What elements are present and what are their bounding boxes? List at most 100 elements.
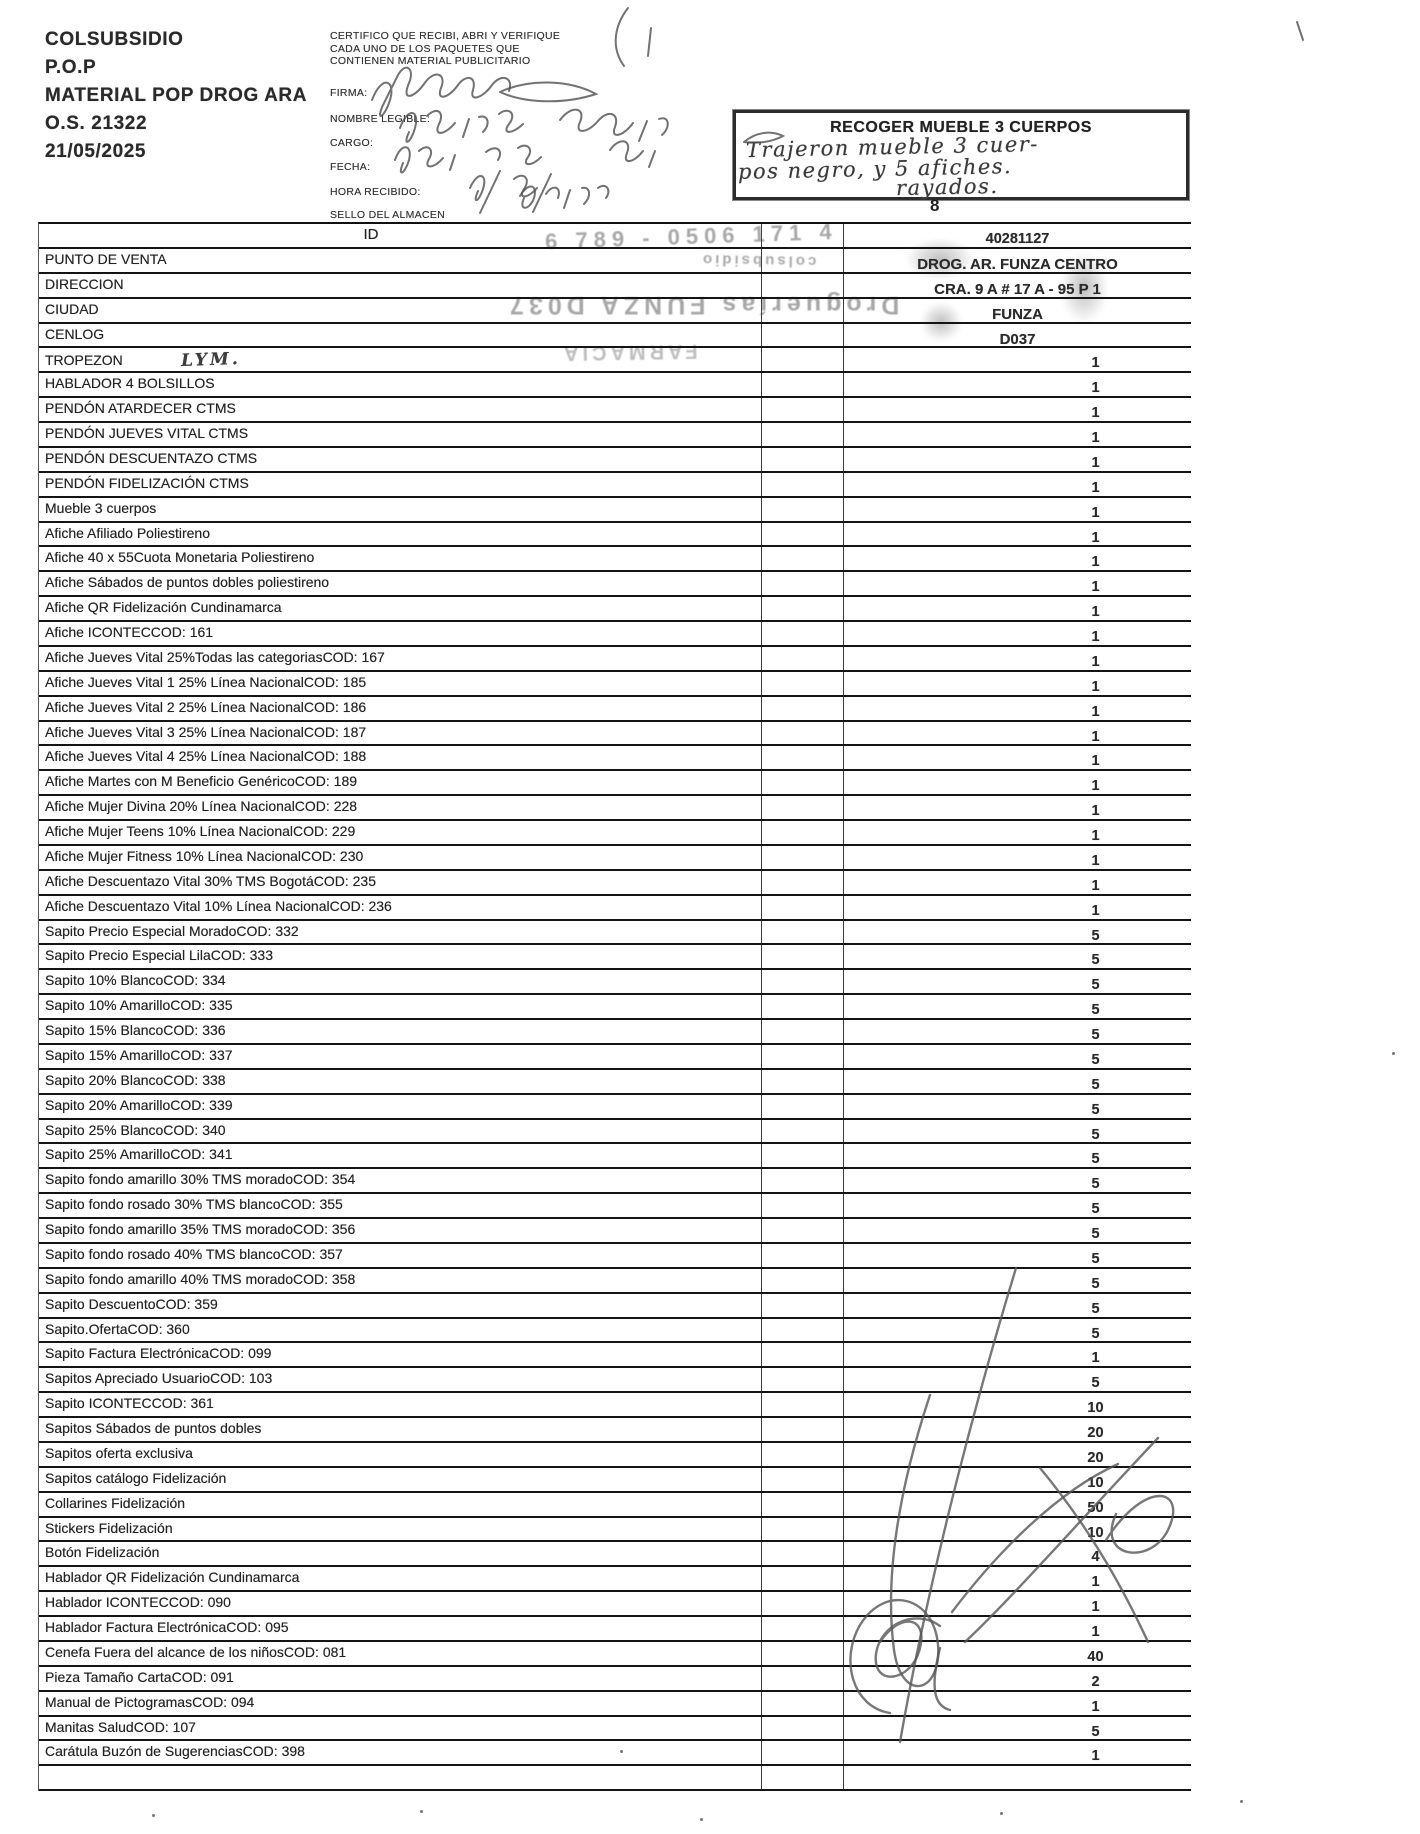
- handwriting-scribble: [1296, 21, 1304, 41]
- table-row: Sapito Precio Especial MoradoCOD: 332 5: [39, 920, 1191, 946]
- item-label: DIRECCION: [45, 275, 124, 292]
- item-quantity: 5: [1091, 1275, 1100, 1292]
- middle-column-cell: [761, 721, 844, 745]
- item-label: Botón Fidelización: [45, 1544, 160, 1561]
- item-label: Sapitos oferta exclusiva: [45, 1444, 193, 1461]
- middle-column-cell: [761, 1268, 844, 1292]
- item-label: Sapito fondo amarillo 35% TMS moradoCOD:…: [45, 1221, 356, 1237]
- middle-column-cell: [761, 1492, 844, 1516]
- middle-column-cell: [761, 1094, 844, 1118]
- item-quantity: 1: [1091, 355, 1100, 372]
- table-row: PENDÓN FIDELIZACIÓN CTMS 1: [39, 472, 1191, 498]
- middle-column-cell: [761, 870, 844, 894]
- table-row: Stickers Fidelización 10: [39, 1517, 1191, 1543]
- table-row: Afiche 40 x 55Cuota Monetaria Poliestire…: [39, 547, 1191, 573]
- middle-column-cell: [761, 472, 844, 496]
- fecha-label: FECHA:: [330, 161, 371, 173]
- table-row: TROPEZON LYM. 1: [39, 348, 1191, 374]
- item-quantity: 5: [1091, 1226, 1100, 1242]
- item-label: Afiche Martes con M Beneficio GenéricoCO…: [45, 773, 358, 790]
- table-row: Sapito fondo amarillo 40% TMS moradoCOD:…: [39, 1268, 1191, 1294]
- item-quantity: 5: [1091, 1250, 1100, 1267]
- item-quantity: 5: [1091, 1176, 1100, 1193]
- item-label: Sapito 20% BlancoCOD: 338: [45, 1071, 226, 1088]
- item-quantity: 1: [1091, 504, 1100, 521]
- item-quantity: 1: [1091, 405, 1100, 422]
- table-row: Sapito fondo rosado 40% TMS blancoCOD: 3…: [39, 1243, 1191, 1269]
- middle-column-cell: [761, 1243, 844, 1267]
- item-quantity: 1: [1091, 1350, 1100, 1367]
- item-label: Cenefa Fuera del alcance de los niñosCOD…: [45, 1643, 347, 1660]
- item-quantity: 5: [1091, 1002, 1100, 1019]
- middle-column-cell: [761, 696, 844, 720]
- item-quantity: 1: [1091, 1574, 1100, 1591]
- item-quantity: 1: [1091, 852, 1100, 869]
- item-label: Sapito fondo amarillo 40% TMS moradoCOD:…: [45, 1270, 356, 1287]
- middle-column-cell: [761, 1293, 844, 1317]
- item-quantity: 1: [1091, 653, 1100, 670]
- item-label: PENDÓN JUEVES VITAL CTMS: [45, 425, 249, 441]
- scan-speck: [420, 1810, 423, 1813]
- middle-column-cell: [761, 646, 844, 670]
- table-row: DIRECCION CRA. 9 A # 17 A - 95 P 1: [39, 273, 1191, 299]
- company-name: COLSUBSIDIO: [45, 29, 184, 50]
- middle-column-cell: [761, 1169, 844, 1193]
- table-row: Collarines Fidelización 50: [39, 1492, 1191, 1518]
- table-row: PENDÓN DESCUENTAZO CTMS 1: [39, 447, 1191, 473]
- item-label: ID: [363, 226, 379, 243]
- middle-column-cell: [761, 1641, 844, 1665]
- item-quantity: 1: [1091, 778, 1100, 795]
- item-quantity: 10: [1087, 1524, 1104, 1541]
- middle-column-cell: [761, 1542, 844, 1566]
- item-quantity: 1: [1091, 380, 1100, 397]
- handwriting-scribble: [559, 108, 669, 142]
- middle-column-cell: [761, 423, 844, 446]
- middle-column-cell: [761, 1393, 844, 1416]
- item-quantity: 1: [1091, 479, 1100, 496]
- item-label: Afiche Sábados de puntos dobles poliesti…: [45, 574, 330, 591]
- item-label: Sapito 20% AmarilloCOD: 339: [45, 1096, 233, 1113]
- table-row: Afiche Afiliado Poliestireno 1: [39, 522, 1191, 548]
- middle-column-cell: [761, 497, 844, 521]
- item-quantity: 2: [1091, 1673, 1100, 1690]
- middle-column-cell: [761, 1592, 844, 1615]
- item-quantity: 5: [1091, 952, 1100, 969]
- table-row: Hablador QR Fidelización Cundinamarca 1: [39, 1567, 1191, 1593]
- item-quantity: D037: [999, 330, 1036, 348]
- middle-column-cell: [761, 622, 844, 645]
- item-quantity: 1: [1091, 877, 1100, 894]
- item-label: Sapito DescuentoCOD: 359: [45, 1295, 218, 1312]
- item-label: Manual de PictogramasCOD: 094: [45, 1693, 255, 1710]
- item-quantity: 4: [1091, 1549, 1100, 1566]
- item-label: Carátula Buzón de SugerenciasCOD: 398: [45, 1743, 305, 1760]
- table-row: Sapito fondo rosado 30% TMS blancoCOD: 3…: [39, 1194, 1191, 1219]
- item-quantity: 5: [1091, 1027, 1100, 1043]
- item-quantity: 1: [1091, 1698, 1100, 1715]
- middle-column-cell: [761, 1617, 844, 1640]
- item-quantity: 1: [1091, 703, 1100, 720]
- table-row: Manual de PictogramasCOD: 094 1: [39, 1691, 1191, 1717]
- item-label: PENDÓN FIDELIZACIÓN CTMS: [45, 474, 249, 491]
- item-quantity: 5: [1091, 1325, 1100, 1342]
- middle-column-cell: [761, 1069, 844, 1093]
- middle-column-cell: [761, 671, 844, 695]
- item-label: Afiche Jueves Vital 2 25% Línea Nacional…: [45, 698, 367, 715]
- table-row: Afiche QR Fidelización Cundinamarca 1: [39, 597, 1191, 622]
- table-row: Afiche Jueves Vital 2 25% Línea Nacional…: [39, 696, 1191, 722]
- table-row: Afiche Jueves Vital 3 25% Línea Nacional…: [39, 721, 1191, 747]
- item-quantity: 5: [1091, 1051, 1100, 1068]
- middle-column-cell: [761, 845, 844, 869]
- hora-recibido-label: HORA RECIBIDO:: [330, 186, 421, 198]
- item-label: Manitas SaludCOD: 107: [45, 1718, 196, 1735]
- middle-column-cell: [761, 945, 844, 969]
- stamp-smudge: [1060, 252, 1108, 324]
- table-row: Sapito 15% AmarilloCOD: 337 5: [39, 1044, 1191, 1070]
- middle-column-cell: [761, 1194, 844, 1217]
- item-label: HABLADOR 4 BOLSILLOS: [45, 375, 215, 392]
- item-quantity: 1: [1091, 1748, 1100, 1765]
- item-label: Sapitos catálogo Fidelización: [45, 1469, 227, 1486]
- table-row: Sapito 20% AmarilloCOD: 339 5: [39, 1094, 1191, 1120]
- certification-statement: CERTIFICO QUE RECIBI, ABRI Y VERIFIQUE C…: [330, 30, 561, 67]
- middle-column-cell: [761, 746, 844, 770]
- item-quantity: 1: [1091, 454, 1100, 471]
